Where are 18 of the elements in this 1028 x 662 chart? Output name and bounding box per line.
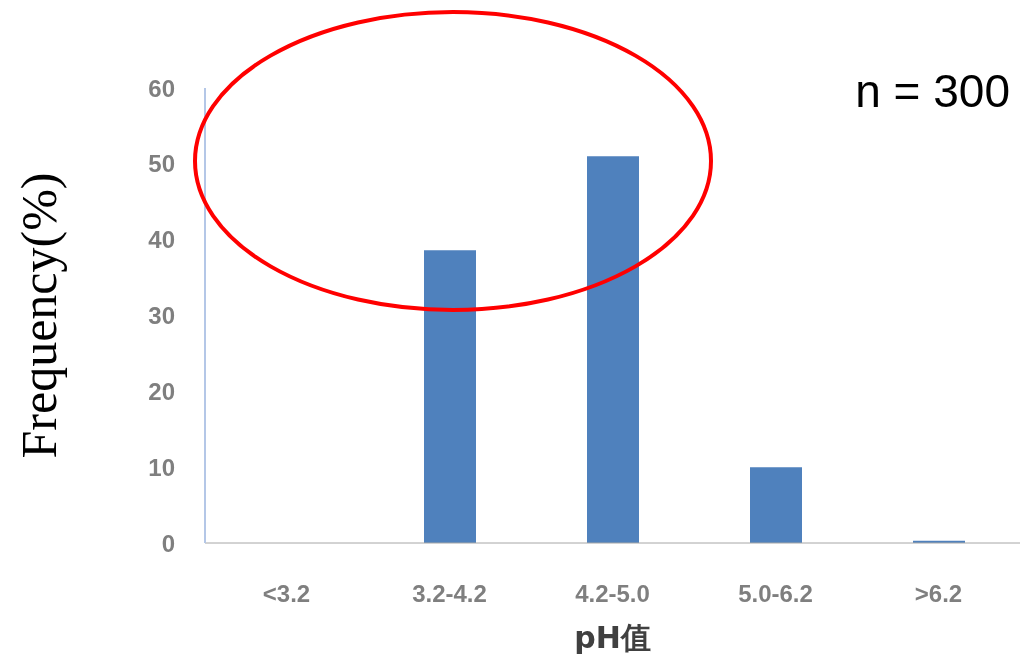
y-tick-label: 30 — [148, 302, 175, 330]
bar — [424, 250, 476, 543]
x-tick-label: >6.2 — [914, 580, 963, 608]
x-tick-label: <3.2 — [262, 580, 311, 608]
y-tick-label: 60 — [148, 74, 175, 102]
x-tick-label: 3.2-4.2 — [412, 580, 487, 608]
bar — [587, 156, 639, 543]
y-tick-label: 0 — [161, 529, 175, 557]
x-axis-title: pH值 — [574, 620, 651, 655]
y-tick-label: 20 — [148, 377, 175, 405]
y-tick-label: 10 — [148, 453, 175, 481]
y-tick-label: 50 — [148, 150, 175, 178]
y-tick-label: 40 — [148, 226, 175, 254]
x-tick-label: 4.2-5.0 — [575, 580, 650, 608]
bar — [750, 467, 802, 543]
x-tick-label: 5.0-6.2 — [738, 580, 813, 608]
annotation: n = 300 — [855, 64, 1010, 118]
y-axis-title: Frequency(%) — [10, 172, 67, 459]
